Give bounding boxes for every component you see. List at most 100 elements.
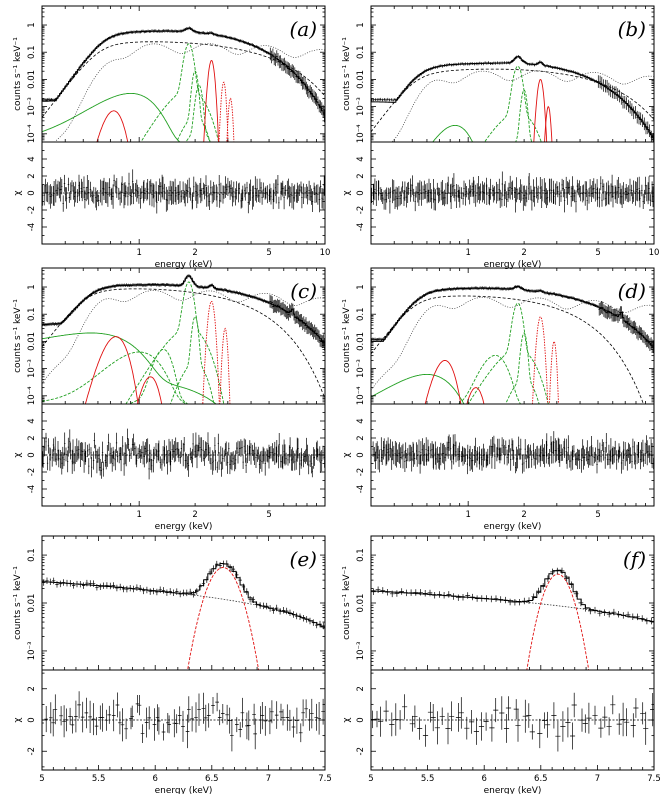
residual-point <box>235 717 239 733</box>
data-point <box>426 292 428 296</box>
residual-point <box>172 709 177 738</box>
data-point <box>108 582 112 590</box>
data-point <box>185 589 189 597</box>
residual-point <box>85 450 87 462</box>
data-point <box>558 293 560 297</box>
residual-point <box>64 708 69 732</box>
data-point <box>603 304 605 317</box>
data-point <box>98 43 100 47</box>
data-point <box>295 612 299 620</box>
residual-point <box>634 452 636 470</box>
residual-point <box>466 454 468 475</box>
data-point <box>178 590 182 598</box>
y-axis-label-top: counts s⁻¹ keV⁻¹ <box>13 299 23 373</box>
residual-point <box>319 180 322 193</box>
data-point <box>77 303 80 307</box>
data-point <box>68 580 72 587</box>
residual-point <box>649 194 652 207</box>
residual-point <box>396 187 399 210</box>
spectrum-frame <box>370 5 655 143</box>
residual-point <box>65 447 67 462</box>
residual-point <box>225 704 229 725</box>
data-point <box>146 283 148 287</box>
data-point <box>395 98 398 102</box>
residual-point <box>619 183 621 204</box>
residual-point <box>391 441 394 461</box>
residual-point <box>415 186 417 198</box>
residual-point <box>614 440 616 456</box>
data-point <box>113 34 116 38</box>
data-point <box>397 96 400 100</box>
residual-point <box>620 452 623 474</box>
residual-point <box>208 193 211 210</box>
residual-point <box>449 701 455 732</box>
residual-point <box>555 440 558 462</box>
residual-point <box>242 185 244 201</box>
residual-point <box>482 184 485 201</box>
data-point <box>276 298 279 312</box>
data-point <box>427 68 430 71</box>
data-point <box>623 95 626 109</box>
residual-point <box>444 444 446 470</box>
residual-point <box>430 189 433 209</box>
data-point <box>201 580 206 587</box>
residual-point <box>156 191 158 214</box>
residual-point <box>417 717 423 740</box>
data-point <box>618 308 620 322</box>
data-point <box>521 287 524 290</box>
residual-point <box>284 444 286 466</box>
x-tick-label: 5 <box>595 248 600 258</box>
residual-point <box>646 440 648 466</box>
panel-label: (f) <box>623 547 646 571</box>
data-point <box>267 300 269 304</box>
residual-point <box>479 183 482 201</box>
residual-point <box>483 182 486 204</box>
data-point <box>116 33 119 37</box>
data-point <box>521 59 524 62</box>
residual-point <box>290 186 292 203</box>
residual-point <box>288 185 291 207</box>
data-point <box>425 68 428 72</box>
green-line-component <box>505 332 540 404</box>
residual-point <box>243 438 245 454</box>
data-point <box>586 301 589 305</box>
data-point <box>88 580 92 587</box>
residual-point <box>187 454 190 477</box>
residual-point <box>84 697 89 729</box>
y-tick-label: 1 <box>27 22 37 27</box>
residual-point <box>536 445 538 465</box>
residual-point <box>652 186 654 208</box>
residual-point <box>410 444 412 461</box>
residual-point <box>532 443 535 458</box>
data-point <box>84 59 86 63</box>
residual-point <box>49 448 51 461</box>
residual-point <box>118 711 122 735</box>
data-point <box>447 63 449 67</box>
residual-point <box>136 184 139 199</box>
residual-point <box>592 705 598 725</box>
residual-point <box>546 190 549 206</box>
data-point <box>171 29 174 33</box>
residual-point <box>639 449 642 470</box>
continuum-curve <box>42 581 325 629</box>
residual-point <box>116 450 119 463</box>
data-point <box>234 291 236 295</box>
data-point <box>425 293 427 296</box>
data-point <box>75 305 78 309</box>
data-point <box>298 613 302 620</box>
residual-point <box>134 442 136 455</box>
data-point <box>60 321 62 325</box>
residual-point <box>184 183 186 207</box>
residual-point <box>111 187 113 205</box>
residual-point <box>546 433 548 457</box>
data-point <box>285 60 287 74</box>
residual-point <box>454 189 456 202</box>
data-point <box>259 47 261 51</box>
data-point <box>67 314 70 318</box>
residual-point <box>638 442 640 463</box>
residual-point <box>137 447 139 459</box>
x-tick-label: 1 <box>465 510 470 520</box>
residual-point <box>143 445 145 468</box>
residual-point <box>439 187 441 202</box>
data-point <box>194 30 197 34</box>
